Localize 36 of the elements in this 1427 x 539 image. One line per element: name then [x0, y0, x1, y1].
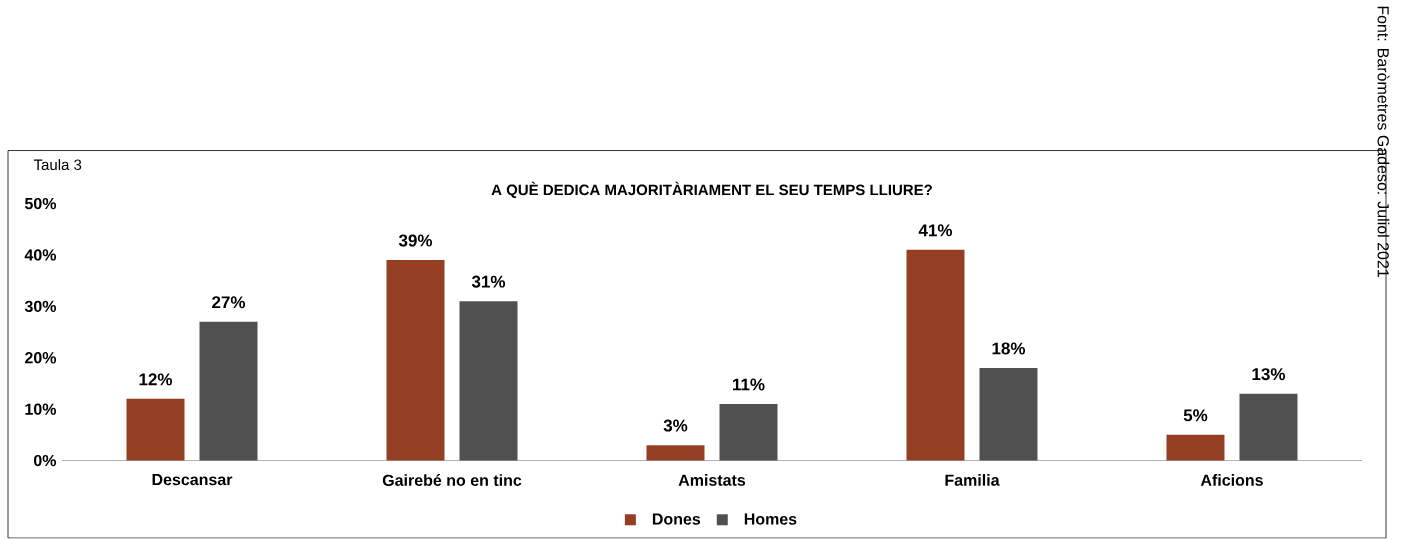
legend-label: Dones — [652, 513, 701, 525]
text: Taula 3 — [33, 159, 82, 171]
data-label: 18% — [992, 342, 1026, 355]
x-tick-label: Gairebé no en tinc — [382, 474, 522, 487]
bar — [906, 250, 965, 461]
data-label: 5% — [1183, 409, 1208, 422]
data-label: 31% — [471, 275, 506, 288]
bar — [979, 368, 1038, 461]
data-label: 27% — [212, 296, 246, 309]
bar — [646, 445, 705, 461]
data-label: 39% — [398, 234, 433, 247]
y-tick-label: 20% — [25, 352, 57, 364]
data-label: 12% — [139, 373, 173, 386]
bar — [199, 321, 258, 461]
bar — [126, 399, 185, 461]
y-tick-label: 30% — [24, 300, 57, 313]
chart-title: A QUÈ DEDICA MAJORITÀRIAMENT EL SEU TEMPS LLIURE? — [491, 182, 932, 199]
bar — [1166, 435, 1225, 461]
data-label: 3% — [663, 419, 688, 432]
y-tick-label: 40% — [24, 249, 57, 261]
y-tick-label: 50% — [24, 198, 57, 210]
data-label: 11% — [733, 378, 765, 391]
text: Font: Baròmetres Gadeso: Juliol 2021 — [1377, 6, 1390, 278]
data-label: 13% — [1252, 368, 1286, 381]
bar — [459, 301, 518, 461]
bar — [1239, 393, 1298, 461]
x-tick-label: Familia — [945, 474, 1000, 487]
x-tick-label: Amistats — [678, 474, 746, 487]
x-tick-label: Descansar — [152, 474, 233, 486]
x-tick-label: Aficions — [1200, 474, 1263, 487]
y-tick-label: 0% — [33, 455, 57, 467]
data-label: 41% — [918, 224, 953, 237]
y-tick-label: 10% — [25, 403, 57, 416]
legend-label: Homes — [744, 513, 797, 525]
bar — [386, 260, 445, 461]
bar — [719, 404, 778, 461]
